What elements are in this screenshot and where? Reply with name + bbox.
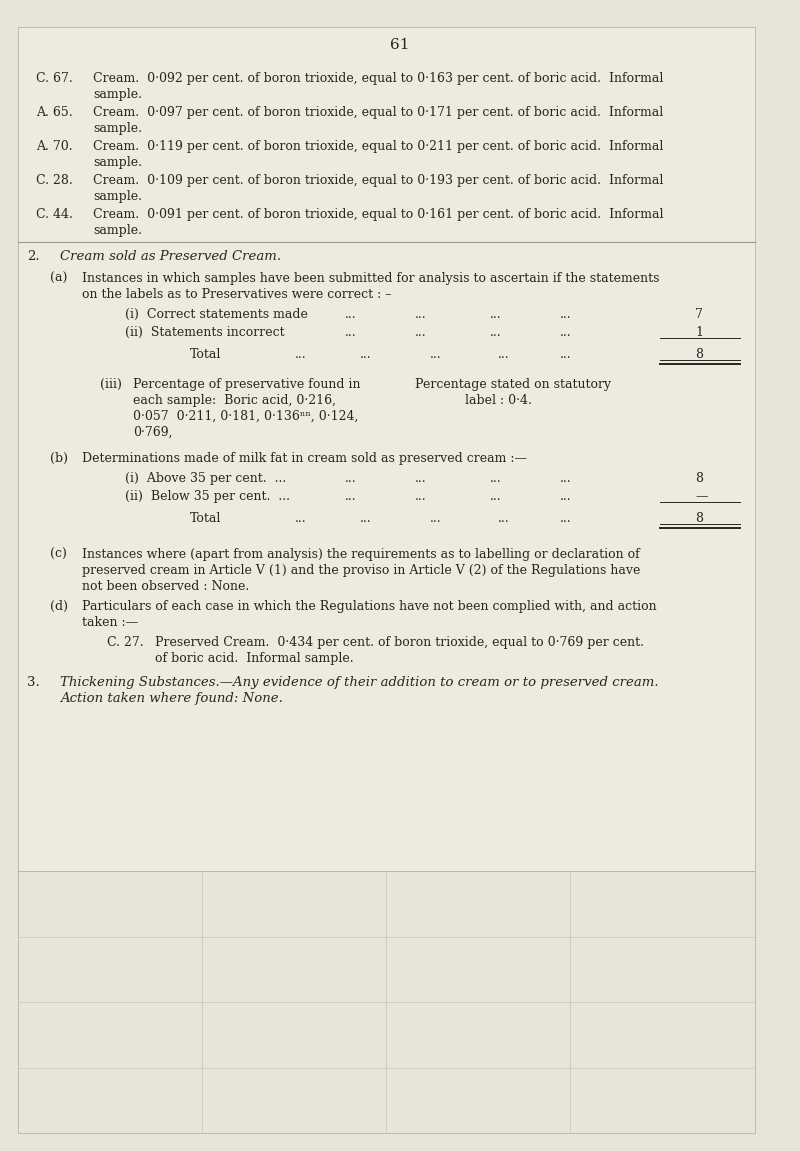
Text: (iii): (iii) xyxy=(100,378,122,391)
Text: Determinations made of milk fat in cream sold as preserved cream :—: Determinations made of milk fat in cream… xyxy=(82,452,527,465)
Text: taken :—: taken :— xyxy=(82,616,138,628)
Text: ...: ... xyxy=(345,490,357,503)
Text: (b): (b) xyxy=(50,452,68,465)
Text: sample.: sample. xyxy=(93,224,142,237)
Text: 3.: 3. xyxy=(27,676,40,689)
Bar xyxy=(18,26,755,871)
Text: 1: 1 xyxy=(695,326,703,340)
Text: ...: ... xyxy=(498,348,510,361)
Text: ...: ... xyxy=(490,472,502,485)
Text: ...: ... xyxy=(560,326,572,340)
Text: ...: ... xyxy=(560,348,572,361)
Text: 8: 8 xyxy=(695,472,703,485)
Text: (i)  Correct statements made: (i) Correct statements made xyxy=(125,308,308,321)
Text: Cream.  0·097 per cent. of boron trioxide, equal to 0·171 per cent. of boric aci: Cream. 0·097 per cent. of boron trioxide… xyxy=(93,106,663,119)
Bar xyxy=(18,871,755,1133)
Text: 8: 8 xyxy=(695,348,703,361)
Text: ...: ... xyxy=(560,472,572,485)
Text: —: — xyxy=(695,490,707,503)
Text: (d): (d) xyxy=(50,600,68,613)
Text: Total: Total xyxy=(190,348,222,361)
Text: ...: ... xyxy=(560,490,572,503)
Text: sample.: sample. xyxy=(93,122,142,135)
Text: Cream.  0·092 per cent. of boron trioxide, equal to 0·163 per cent. of boric aci: Cream. 0·092 per cent. of boron trioxide… xyxy=(93,73,663,85)
Text: 7: 7 xyxy=(695,308,703,321)
Text: sample.: sample. xyxy=(93,157,142,169)
Text: 61: 61 xyxy=(390,38,410,52)
Text: ...: ... xyxy=(415,472,426,485)
Text: 2.: 2. xyxy=(27,250,40,262)
Text: ...: ... xyxy=(295,348,306,361)
Text: Thickening Substances.—Any evidence of their addition to cream or to preserved c: Thickening Substances.—Any evidence of t… xyxy=(60,676,658,689)
Text: Percentage stated on statutory: Percentage stated on statutory xyxy=(415,378,611,391)
Text: ...: ... xyxy=(415,490,426,503)
Text: 8: 8 xyxy=(695,512,703,525)
Text: ...: ... xyxy=(345,308,357,321)
Text: ...: ... xyxy=(360,512,372,525)
Text: Cream.  0·119 per cent. of boron trioxide, equal to 0·211 per cent. of boric aci: Cream. 0·119 per cent. of boron trioxide… xyxy=(93,140,663,153)
Text: (ii)  Below 35 per cent.  ...: (ii) Below 35 per cent. ... xyxy=(125,490,290,503)
Text: Preserved Cream.  0·434 per cent. of boron trioxide, equal to 0·769 per cent.: Preserved Cream. 0·434 per cent. of boro… xyxy=(155,637,644,649)
Text: 0·057  0·211, 0·181, 0·136ⁿⁿ, 0·124,: 0·057 0·211, 0·181, 0·136ⁿⁿ, 0·124, xyxy=(133,410,358,424)
Text: Instances in which samples have been submitted for analysis to ascertain if the : Instances in which samples have been sub… xyxy=(82,272,659,285)
Text: not been observed : None.: not been observed : None. xyxy=(82,580,250,593)
Text: Instances where (apart from analysis) the requirements as to labelling or declar: Instances where (apart from analysis) th… xyxy=(82,548,640,561)
Text: Cream sold as Preserved Cream.: Cream sold as Preserved Cream. xyxy=(60,250,281,262)
Text: Cream.  0·091 per cent. of boron trioxide, equal to 0·161 per cent. of boric aci: Cream. 0·091 per cent. of boron trioxide… xyxy=(93,208,663,221)
Text: ...: ... xyxy=(345,326,357,340)
Text: ...: ... xyxy=(498,512,510,525)
Text: C. 67.: C. 67. xyxy=(36,73,73,85)
Text: (i)  Above 35 per cent.  ...: (i) Above 35 per cent. ... xyxy=(125,472,286,485)
Text: C. 27.: C. 27. xyxy=(107,637,144,649)
Text: A. 70.: A. 70. xyxy=(36,140,73,153)
Text: (ii)  Statements incorrect: (ii) Statements incorrect xyxy=(125,326,285,340)
Text: A. 65.: A. 65. xyxy=(36,106,73,119)
Text: preserved cream in Article V (1) and the proviso in Article V (2) of the Regulat: preserved cream in Article V (1) and the… xyxy=(82,564,640,577)
Text: C. 28.: C. 28. xyxy=(36,174,73,186)
Text: ...: ... xyxy=(490,490,502,503)
Text: (c): (c) xyxy=(50,548,67,561)
Text: Cream.  0·109 per cent. of boron trioxide, equal to 0·193 per cent. of boric aci: Cream. 0·109 per cent. of boron trioxide… xyxy=(93,174,663,186)
Text: ...: ... xyxy=(360,348,372,361)
Text: ...: ... xyxy=(415,326,426,340)
Text: ...: ... xyxy=(490,326,502,340)
Text: Total: Total xyxy=(190,512,222,525)
Text: ...: ... xyxy=(295,512,306,525)
Text: label : 0·4.: label : 0·4. xyxy=(465,394,532,407)
Text: each sample:  Boric acid, 0·216,: each sample: Boric acid, 0·216, xyxy=(133,394,336,407)
Text: sample.: sample. xyxy=(93,190,142,203)
Text: of boric acid.  Informal sample.: of boric acid. Informal sample. xyxy=(155,651,354,665)
Text: ...: ... xyxy=(490,308,502,321)
Text: 0·769,: 0·769, xyxy=(133,426,173,439)
Text: ...: ... xyxy=(430,348,442,361)
Text: sample.: sample. xyxy=(93,87,142,101)
Text: ...: ... xyxy=(430,512,442,525)
Text: Particulars of each case in which the Regulations have not been complied with, a: Particulars of each case in which the Re… xyxy=(82,600,657,613)
Text: C. 44.: C. 44. xyxy=(36,208,73,221)
Text: (a): (a) xyxy=(50,272,67,285)
Text: Percentage of preservative found in: Percentage of preservative found in xyxy=(133,378,361,391)
Text: Action taken where found: None.: Action taken where found: None. xyxy=(60,692,283,706)
Text: on the labels as to Preservatives were correct : –: on the labels as to Preservatives were c… xyxy=(82,288,391,302)
Text: ...: ... xyxy=(345,472,357,485)
Text: ...: ... xyxy=(560,308,572,321)
Text: ...: ... xyxy=(560,512,572,525)
Text: ...: ... xyxy=(415,308,426,321)
